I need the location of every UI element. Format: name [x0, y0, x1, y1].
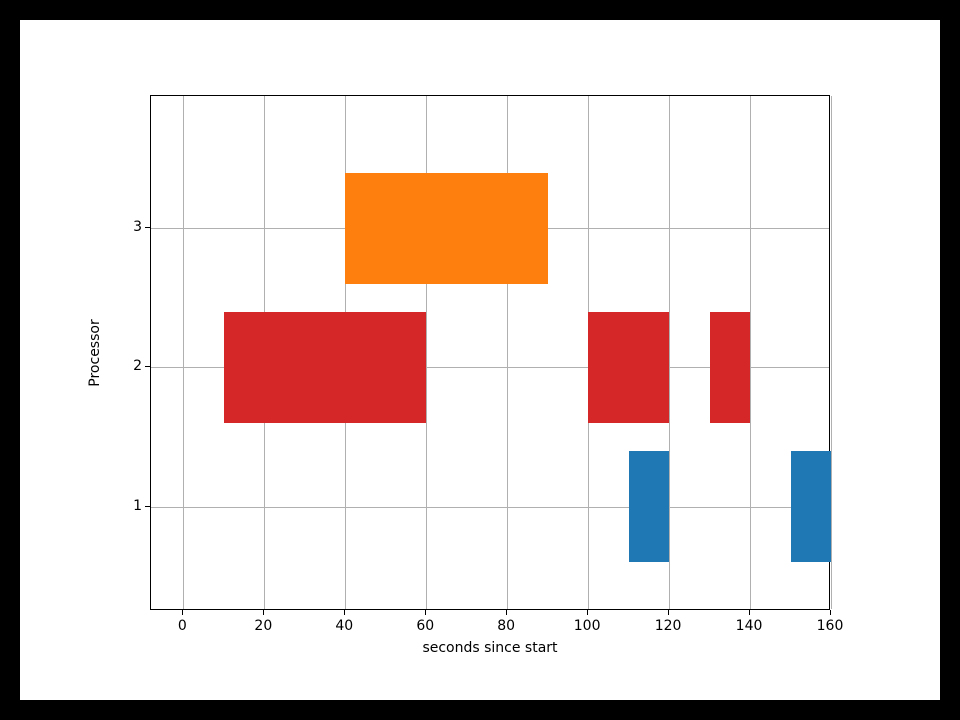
y-axis-label: Processor — [87, 319, 103, 386]
gantt-bar — [345, 173, 547, 284]
xtick-label: 160 — [817, 618, 844, 634]
xtick-label: 60 — [416, 618, 434, 634]
gridline-vertical — [669, 96, 670, 609]
xtick-label: 100 — [574, 618, 601, 634]
xtick-mark — [830, 610, 831, 615]
xtick-mark — [506, 610, 507, 615]
xtick-mark — [587, 610, 588, 615]
ytick-mark — [145, 366, 150, 367]
ytick-mark — [145, 227, 150, 228]
ytick-label: 1 — [122, 498, 142, 514]
gantt-bar — [791, 451, 831, 562]
ytick-label: 3 — [122, 219, 142, 235]
ytick-label: 2 — [122, 358, 142, 374]
xtick-label: 40 — [335, 618, 353, 634]
gridline-vertical — [750, 96, 751, 609]
xtick-label: 20 — [254, 618, 272, 634]
xtick-label: 120 — [655, 618, 682, 634]
gridline-vertical — [831, 96, 832, 609]
plot-area — [150, 95, 830, 610]
xtick-label: 0 — [178, 618, 187, 634]
gridline-horizontal — [151, 507, 829, 508]
gantt-bar — [588, 312, 669, 423]
gantt-bar — [710, 312, 750, 423]
chart-panel: seconds since start Processor 0 20 40 60 80 1… — [20, 20, 940, 700]
gridline-vertical — [183, 96, 184, 609]
xtick-mark — [425, 610, 426, 615]
xtick-mark — [182, 610, 183, 615]
xtick-mark — [263, 610, 264, 615]
xtick-label: 140 — [736, 618, 763, 634]
x-axis-label: seconds since start — [422, 640, 557, 656]
gantt-bar — [629, 451, 669, 562]
gantt-bar — [224, 312, 426, 423]
ytick-mark — [145, 506, 150, 507]
xtick-label: 80 — [497, 618, 515, 634]
xtick-mark — [749, 610, 750, 615]
xtick-mark — [668, 610, 669, 615]
xtick-mark — [344, 610, 345, 615]
